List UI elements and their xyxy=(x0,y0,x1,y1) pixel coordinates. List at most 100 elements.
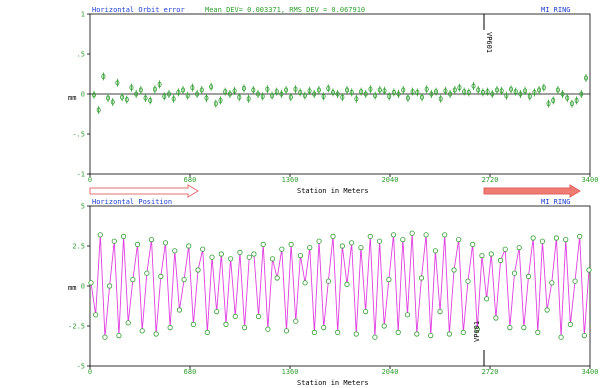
x-tick-label: 680 xyxy=(184,368,197,376)
position-point xyxy=(428,332,434,339)
position-point xyxy=(525,273,532,279)
error-point xyxy=(401,87,406,93)
position-point xyxy=(125,320,131,326)
error-point xyxy=(96,107,101,113)
position-point xyxy=(274,275,280,281)
error-point xyxy=(532,89,537,96)
error-point xyxy=(120,94,125,100)
error-point xyxy=(176,89,181,96)
error-point xyxy=(166,91,171,97)
position-point xyxy=(493,315,499,321)
y-tick-label: .5 xyxy=(77,51,85,59)
position-point xyxy=(186,243,192,249)
position-point xyxy=(539,238,546,244)
error-point xyxy=(185,93,190,99)
error-point xyxy=(527,93,532,100)
error-point xyxy=(457,85,462,91)
error-point xyxy=(288,94,293,100)
error-point xyxy=(134,91,139,97)
position-point xyxy=(195,267,201,273)
position-point xyxy=(153,331,159,337)
position-point xyxy=(288,241,294,247)
position-point xyxy=(107,283,113,289)
orbit-error-xlabel: Station in Meters xyxy=(297,187,369,195)
position-point xyxy=(563,237,569,243)
left-arrow xyxy=(89,184,199,198)
position-point xyxy=(581,332,587,339)
position-point xyxy=(307,245,313,251)
error-point xyxy=(199,87,204,93)
position-point xyxy=(344,281,350,287)
error-point xyxy=(368,86,373,92)
position-point xyxy=(470,241,476,247)
position-point xyxy=(404,312,411,318)
error-point xyxy=(265,86,270,92)
error-point xyxy=(523,88,528,94)
error-point xyxy=(255,91,260,97)
position-point xyxy=(232,313,238,319)
position-point xyxy=(414,331,420,337)
x-tick-label: 2040 xyxy=(382,176,399,184)
position-point xyxy=(260,241,266,247)
error-point xyxy=(415,89,420,96)
error-point xyxy=(260,93,265,100)
position-point xyxy=(116,332,122,339)
error-point xyxy=(335,91,340,97)
error-point xyxy=(232,88,237,94)
position-point xyxy=(200,246,206,252)
vp601-label-bottom: VP601 xyxy=(473,321,481,342)
error-point xyxy=(443,88,448,94)
position-point xyxy=(446,331,452,337)
x-tick-label: 2040 xyxy=(382,368,399,376)
position-point xyxy=(386,276,392,283)
position-point xyxy=(502,246,508,252)
position-point xyxy=(102,334,108,340)
position-point xyxy=(586,267,592,273)
position-point xyxy=(372,334,378,340)
x-tick-label: 680 xyxy=(184,176,197,184)
y-tick-label: 1 xyxy=(81,11,85,19)
error-point xyxy=(391,89,396,96)
position-point xyxy=(181,276,187,283)
position-point xyxy=(255,313,262,319)
error-point xyxy=(354,96,359,102)
position-point xyxy=(209,254,215,260)
position-point xyxy=(325,278,331,284)
position-point xyxy=(311,329,318,335)
position-point xyxy=(381,323,387,329)
position-point xyxy=(553,235,560,241)
error-point xyxy=(106,95,111,101)
error-point xyxy=(209,84,214,90)
error-point xyxy=(513,89,518,95)
vp601-label-top: VP601 xyxy=(485,32,493,53)
error-point xyxy=(551,97,556,104)
error-point xyxy=(227,91,232,97)
position-point xyxy=(395,329,401,335)
position-point xyxy=(488,251,494,257)
position-point xyxy=(409,230,415,236)
error-point xyxy=(293,86,298,92)
orbit-error-stats: Mean_DEV= 0.003371, RMS_DEV = 0.067910 xyxy=(205,6,365,14)
position-point xyxy=(302,280,308,286)
error-point xyxy=(504,93,509,99)
error-point xyxy=(438,96,443,102)
position-line xyxy=(90,233,590,338)
position-point xyxy=(265,326,271,332)
position-point xyxy=(567,321,573,327)
position-point xyxy=(442,232,448,238)
error-point xyxy=(377,87,382,93)
error-point xyxy=(330,89,335,96)
direction-arrows xyxy=(89,184,581,198)
y-tick-label: -2.5 xyxy=(68,323,85,331)
x-tick-label: 0 xyxy=(88,176,92,184)
x-tick-label: 1360 xyxy=(282,176,299,184)
orbit-error-y-ticks: 1 .5 0 -.5 -1 xyxy=(72,11,90,179)
position-point xyxy=(349,240,355,246)
position-point xyxy=(120,233,127,239)
position-point xyxy=(423,232,429,238)
orbit-error-ring-label: MI_RING xyxy=(541,6,571,14)
position-point xyxy=(511,270,518,276)
position-point xyxy=(497,257,504,263)
error-point xyxy=(92,92,97,98)
